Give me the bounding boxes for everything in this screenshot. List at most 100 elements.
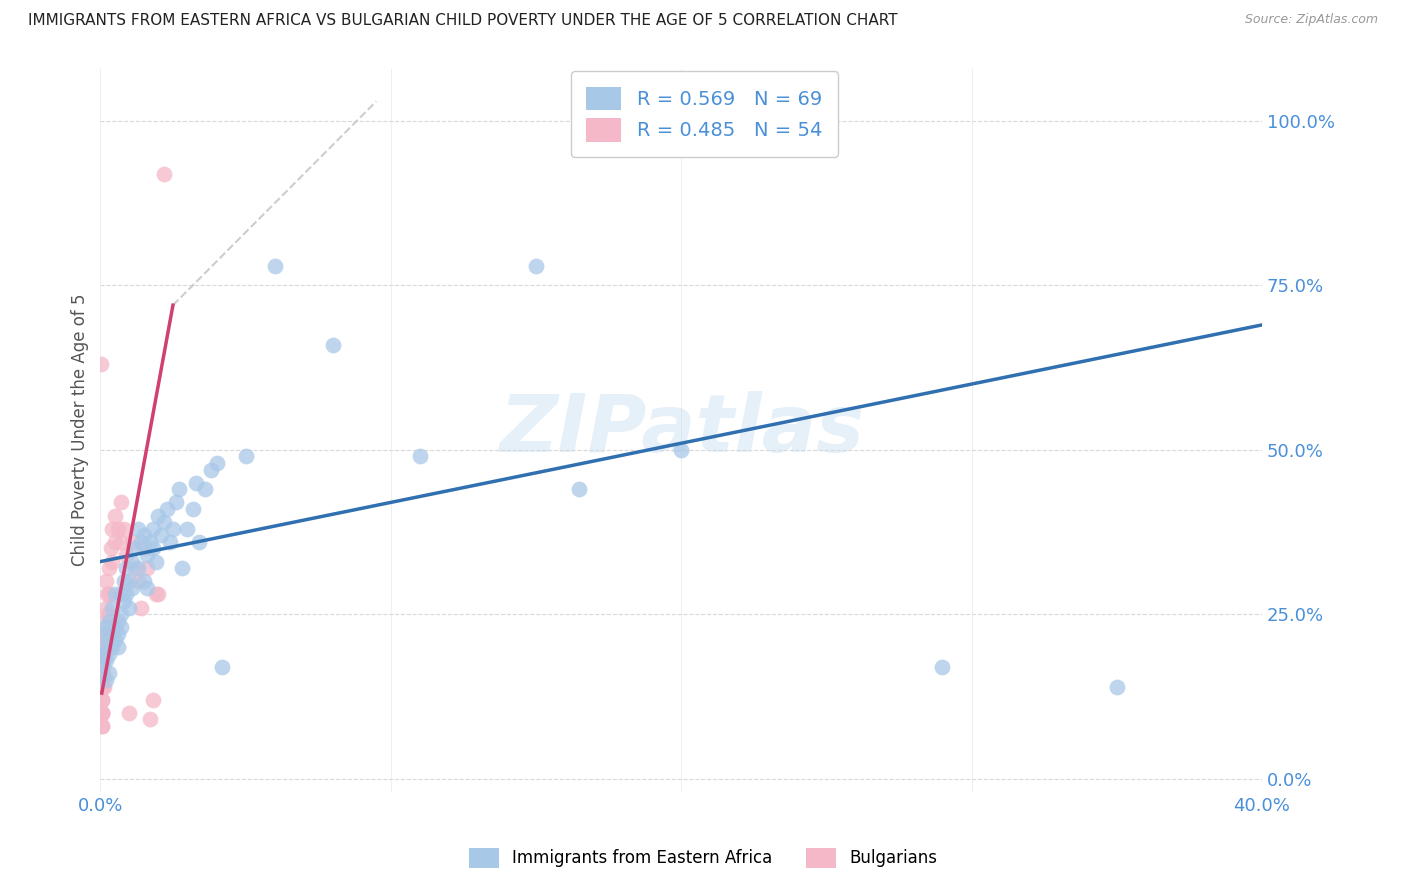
Point [115,561,138,575]
Point [176,522,198,536]
Point [98,666,121,681]
Point [90,673,112,687]
Point [127,574,149,589]
Point [124,561,146,575]
Point [97,607,120,622]
Point [409,450,432,464]
Point [110,607,132,622]
Text: ZIPatlas: ZIPatlas [499,391,863,469]
Point [101,627,124,641]
Point [129,534,152,549]
Point [127,522,149,536]
Point [121,581,143,595]
Point [148,508,170,523]
Point [142,522,165,536]
Point [135,561,157,575]
Point [138,534,160,549]
Legend: Immigrants from Eastern Africa, Bulgarians: Immigrants from Eastern Africa, Bulgaria… [463,841,943,875]
Point [94,614,117,628]
Point [96,600,118,615]
Point [115,587,138,601]
Point [90,640,112,654]
Point [200,462,222,476]
Point [96,673,118,687]
Point [181,502,204,516]
Point [91,673,114,687]
Point [121,534,143,549]
Point [90,680,112,694]
Point [91,653,114,667]
Point [96,620,118,634]
Point [112,574,135,589]
Point [142,541,165,556]
Point [104,587,127,601]
Point [104,633,127,648]
Point [165,495,187,509]
Point [98,587,121,601]
Point [142,692,165,706]
Point [186,475,208,490]
Point [110,495,132,509]
Text: Source: ZipAtlas.com: Source: ZipAtlas.com [1244,13,1378,27]
Point [98,614,121,628]
Point [91,680,114,694]
Point [132,574,155,589]
Point [127,561,149,575]
Point [148,587,170,601]
Point [156,502,179,516]
Point [1105,680,1128,694]
Point [188,534,211,549]
Point [91,719,114,733]
Point [235,450,257,464]
Point [104,534,127,549]
Point [100,541,122,556]
Point [138,712,160,726]
Point [145,555,167,569]
Point [107,614,129,628]
Point [91,666,114,681]
Point [96,587,118,601]
Point [104,508,127,523]
Point [94,633,117,648]
Point [91,627,114,641]
Point [322,337,344,351]
Point [91,647,114,661]
Point [96,627,118,641]
Point [90,706,112,720]
Point [121,555,143,569]
Point [162,522,184,536]
Point [110,587,132,601]
Point [150,528,173,542]
Point [124,541,146,556]
Point [93,653,115,667]
Point [91,692,114,706]
Point [112,594,135,608]
Point [104,620,127,634]
Point [132,528,155,542]
Point [194,483,217,497]
Point [205,456,228,470]
Point [93,680,115,694]
Point [263,259,285,273]
Point [98,647,121,661]
Point [90,357,112,371]
Point [118,600,141,615]
Point [96,653,118,667]
Point [110,620,132,634]
Text: IMMIGRANTS FROM EASTERN AFRICA VS BULGARIAN CHILD POVERTY UNDER THE AGE OF 5 COR: IMMIGRANTS FROM EASTERN AFRICA VS BULGAR… [28,13,898,29]
Point [568,483,591,497]
Point [90,706,112,720]
Point [93,647,115,661]
Point [153,515,176,529]
Point [91,660,114,674]
Point [118,706,141,720]
Point [931,660,953,674]
Point [118,574,141,589]
Point [101,555,124,569]
Point [669,442,692,457]
Point [132,541,155,556]
Point [167,483,190,497]
Y-axis label: Child Poverty Under the Age of 5: Child Poverty Under the Age of 5 [72,293,89,566]
Point [145,587,167,601]
Point [107,522,129,536]
